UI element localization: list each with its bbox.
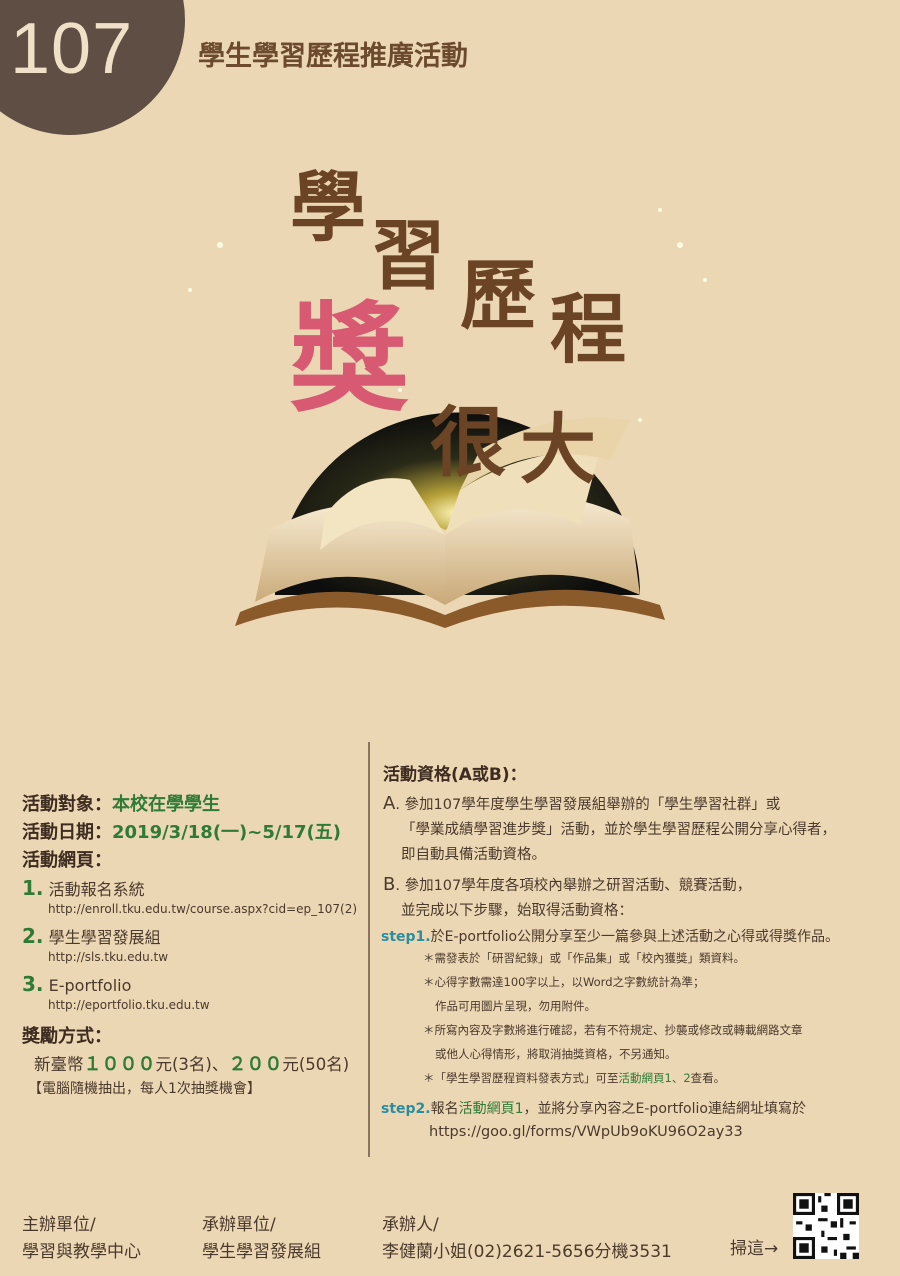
book-illustration xyxy=(188,208,707,628)
link-3-title: E-portfolio xyxy=(48,976,132,995)
note-2: ＊心得字數需達100字以上，以Word之字數統計為準； xyxy=(423,975,705,989)
note-6-text: ＊「學生學習歷程資料發表方式」可至 xyxy=(423,1071,619,1085)
hero-char-3: 歷 xyxy=(460,251,536,340)
reward-label: 獎勵方式： xyxy=(22,1026,112,1047)
reward-prefix: 新臺幣 xyxy=(34,1055,84,1074)
hero-char-7: 大 xyxy=(520,405,596,494)
step2-url[interactable]: https://goo.gl/forms/VWpUb9oKU96O2ay33 xyxy=(429,1124,743,1140)
contact-label: 承辦人/ xyxy=(382,1215,439,1235)
reward-suffix: 元(50名) xyxy=(282,1055,350,1074)
reward-mid: 元(3名)、 xyxy=(155,1055,229,1074)
option-a-letter: A xyxy=(383,793,396,814)
eligibility-section: 活動資格(A或B)： A. 參加107學年度學生學習發展組舉辦的「學生學習社群」… xyxy=(381,760,888,1140)
link-2-num: 2. xyxy=(22,924,44,948)
note-4: ＊所寫內容及字數將進行確認，若有不符規定、抄襲或修改或轉載網路文章 xyxy=(423,1023,803,1037)
footer-contact: 承辦人/ 李健蘭小姐(02)2621-5656分機3531 xyxy=(382,1212,672,1266)
header-title: 學生學習歷程推廣活動 xyxy=(198,41,468,72)
qr-code-icon xyxy=(793,1193,859,1259)
eligibility-heading: 活動資格(A或B)： xyxy=(383,765,527,785)
step2-text-b: ，並將分享內容之E-portfolio連結網址填寫於 xyxy=(523,1101,806,1117)
link-2-title: 學生學習發展組 xyxy=(48,928,161,947)
column-divider xyxy=(368,742,370,1157)
option-b-line-1: . 參加107學年度各項校內舉辦之研習活動、競賽活動， xyxy=(395,878,752,894)
target-value: 本校在學學生 xyxy=(112,794,220,815)
reward-1000: １０００ xyxy=(83,1054,156,1075)
note-5: 或他人心得情形，將取消抽獎資格，不另通知。 xyxy=(435,1047,677,1061)
host-value: 學習與教學中心 xyxy=(22,1242,141,1262)
host-label: 主辦單位/ xyxy=(22,1215,96,1235)
step1-text: 於E-portfolio公開分享至少一篇參與上述活動之心得或得獎作品。 xyxy=(430,929,840,945)
target-label: 活動對象： xyxy=(22,794,112,815)
contact-value: 李健蘭小姐(02)2621-5656分機3531 xyxy=(382,1242,672,1262)
event-info: 活動對象：本校在學學生 活動日期：2019/3/18(一)~5/17(五) 活動… xyxy=(22,790,362,1100)
option-b-line-2: 並完成以下步驟，始取得活動資格： xyxy=(401,903,633,919)
date-value: 2019/3/18(一)~5/17(五) xyxy=(112,822,341,843)
qr-code[interactable] xyxy=(793,1193,859,1259)
note-6-end: 查看。 xyxy=(690,1071,726,1085)
year-number: 107 xyxy=(10,9,134,89)
link-1-title: 活動報名系統 xyxy=(48,880,145,899)
option-a-line-1: . 參加107學年度學生學習發展組舉辦的「學生學習社群」或 xyxy=(395,797,781,813)
note-1: ＊需發表於「研習紀錄」或「作品集」或「校內獲獎」類資料。 xyxy=(423,951,745,965)
link-1-num: 1. xyxy=(22,876,44,900)
note-6-link[interactable]: 活動網頁1、2 xyxy=(618,1071,691,1085)
reward-200: ２００ xyxy=(228,1054,283,1075)
step2-label: step2. xyxy=(381,1101,431,1117)
web-label: 活動網頁： xyxy=(22,850,112,871)
hero-char-6: 很 xyxy=(430,398,506,487)
option-b-letter: B xyxy=(383,874,396,895)
organizer-label: 承辦單位/ xyxy=(202,1215,276,1235)
option-a-line-3: 即自動具備活動資格。 xyxy=(401,847,546,863)
option-a-line-2: 「學業成績學習進步獎」活動，並於學生學習歷程公開分享心得者， xyxy=(401,822,836,838)
hero-char-4: 程 xyxy=(550,285,626,374)
hero-char-1: 學 xyxy=(290,163,366,252)
footer-organizer: 承辦單位/ 學生學習發展組 xyxy=(202,1212,321,1266)
open-book xyxy=(235,418,665,628)
link-3-num: 3. xyxy=(22,972,44,996)
hero-char-5: 獎 xyxy=(290,290,409,428)
hero-char-2: 習 xyxy=(370,211,446,300)
footer-host: 主辦單位/ 學習與教學中心 xyxy=(22,1212,141,1266)
step2-link[interactable]: 活動網頁1 xyxy=(458,1101,524,1117)
link-2-url[interactable]: http://sls.tku.edu.tw xyxy=(48,950,169,964)
scan-label: 掃這→ xyxy=(730,1239,779,1259)
hero-illustration: 學 習 歷 程 獎 很 大 xyxy=(160,150,720,650)
link-3-url[interactable]: http://eportfolio.tku.edu.tw xyxy=(48,998,210,1012)
reward-note: 【電腦隨機抽出，每人1次抽獎機會】 xyxy=(28,1081,261,1097)
date-label: 活動日期： xyxy=(22,822,112,843)
step1-label: step1. xyxy=(381,929,431,945)
note-3: 作品可用圖片呈現，勿用附件。 xyxy=(435,999,596,1013)
step2-text-a: 報名 xyxy=(430,1101,459,1117)
organizer-value: 學生學習發展組 xyxy=(202,1242,321,1262)
link-1-url[interactable]: http://enroll.tku.edu.tw/course.aspx?cid… xyxy=(48,902,358,916)
